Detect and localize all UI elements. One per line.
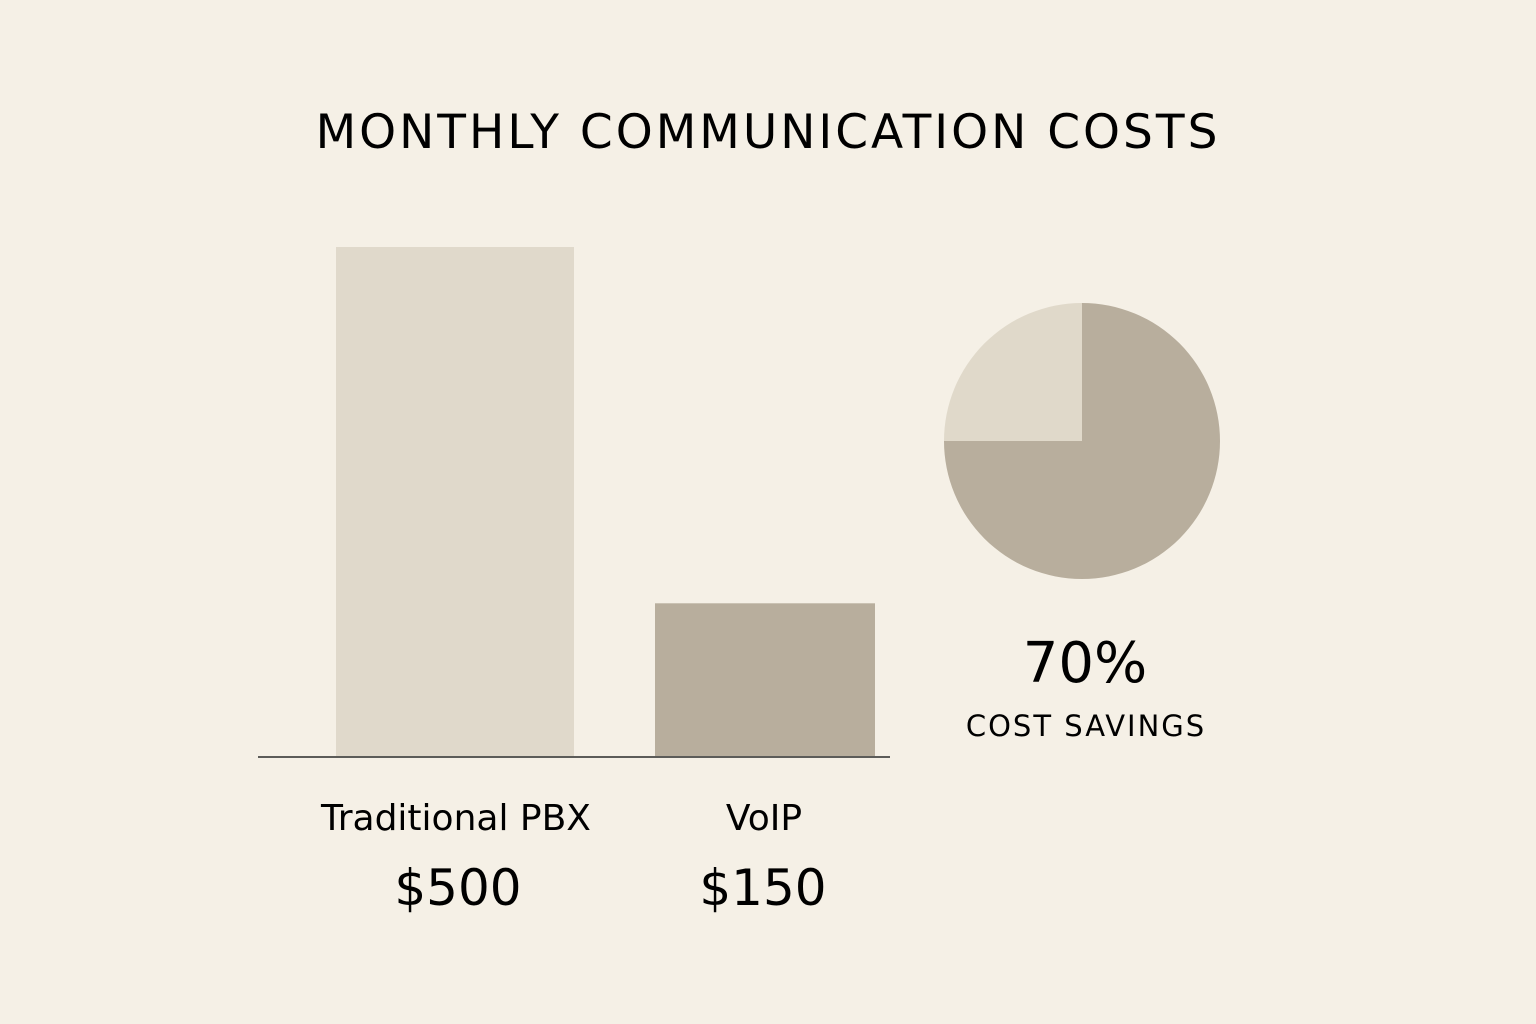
chart-title: MONTHLY COMMUNICATION COSTS <box>316 105 1221 160</box>
category-label: Traditional PBX <box>320 798 591 839</box>
value-label: $150 <box>699 859 826 917</box>
savings-percent: 70% <box>1023 631 1147 696</box>
bar-traditional-pbx <box>336 247 574 756</box>
value-label: $500 <box>394 859 521 917</box>
category-label: VoIP <box>726 798 802 839</box>
bar-voip <box>655 603 875 756</box>
pie-slice-remaining <box>944 303 1082 441</box>
savings-label: COST SAVINGS <box>966 709 1206 743</box>
